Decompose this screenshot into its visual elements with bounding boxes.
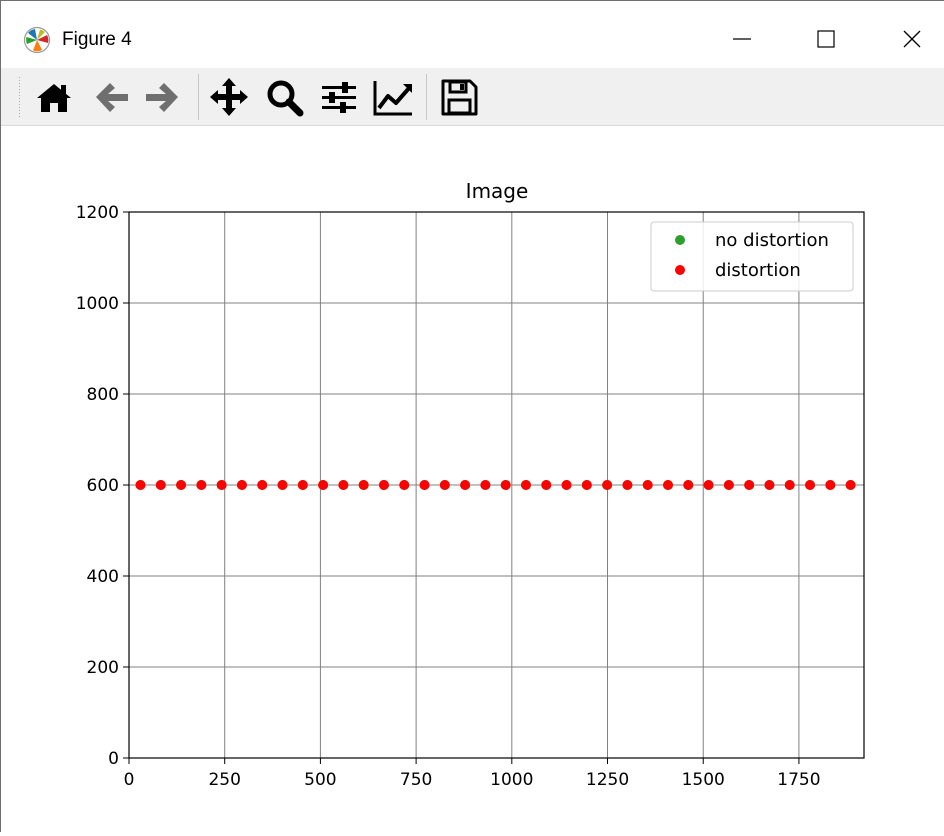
forward-button[interactable] <box>141 76 183 118</box>
point-distortion <box>216 480 227 490</box>
window-title: Figure 4 <box>62 29 132 50</box>
legend-label-distortion: distortion <box>715 260 801 281</box>
point-distortion <box>723 480 734 490</box>
toolbar-separator <box>198 74 199 120</box>
point-distortion <box>378 480 389 490</box>
point-distortion <box>805 480 816 490</box>
toolbar-separator <box>426 74 427 120</box>
zoom-icon <box>267 80 304 117</box>
save-icon <box>441 79 478 116</box>
point-distortion <box>480 480 491 490</box>
chart-title: Image <box>466 179 529 203</box>
close-button[interactable] <box>889 19 935 59</box>
legend-label-no-distortion: no distortion <box>715 230 829 251</box>
x-tick-label: 500 <box>304 770 336 790</box>
point-distortion <box>663 480 673 490</box>
y-tick-label: 600 <box>87 476 119 496</box>
edit-axis-icon <box>373 81 412 116</box>
point-distortion <box>338 480 349 490</box>
matplotlib-logo-icon <box>23 26 51 54</box>
pan-button[interactable] <box>208 76 250 118</box>
point-distortion <box>196 480 207 490</box>
point-distortion <box>419 480 430 490</box>
figure-canvas[interactable]: 0 250 500 750 1000 1250 1500 1750 0 200 400 600 800 1… <box>1 126 944 832</box>
x-tick-label: 250 <box>208 770 240 790</box>
y-tick-label: 1200 <box>76 203 119 223</box>
x-tick-label: 0 <box>124 770 135 790</box>
y-tick-label: 800 <box>87 385 119 405</box>
point-distortion <box>460 480 471 490</box>
legend: no distortion distortion <box>650 221 854 292</box>
point-distortion <box>135 480 146 490</box>
home-icon <box>37 84 71 112</box>
x-tick-label: 750 <box>400 770 432 790</box>
point-distortion <box>642 480 653 490</box>
point-distortion <box>581 480 592 490</box>
maximize-icon <box>817 30 835 48</box>
back-arrow-icon <box>96 83 128 112</box>
close-icon <box>903 30 921 48</box>
x-tick-label: 1250 <box>586 770 629 790</box>
minimize-button[interactable] <box>719 19 765 59</box>
point-distortion <box>622 480 633 490</box>
y-tick-label: 200 <box>87 658 119 678</box>
point-distortion <box>744 480 755 490</box>
point-distortion <box>541 480 552 490</box>
x-tick-label: 1750 <box>777 770 820 790</box>
y-tick-label: 400 <box>87 567 119 587</box>
y-tick-label: 1000 <box>76 294 119 314</box>
point-distortion <box>520 480 531 490</box>
point-distortion <box>358 480 369 490</box>
point-distortion <box>683 480 694 490</box>
x-tick-label: 1500 <box>682 770 725 790</box>
x-tick-label: 1000 <box>490 770 533 790</box>
point-distortion <box>318 480 329 490</box>
data-points <box>135 480 856 490</box>
point-distortion <box>703 480 714 490</box>
edit-axis-button[interactable] <box>372 76 414 118</box>
point-distortion <box>500 480 511 490</box>
title-bar[interactable]: Figure 4 <box>1 0 944 68</box>
navigation-toolbar <box>1 68 944 126</box>
point-distortion <box>155 480 166 490</box>
point-distortion <box>236 480 247 490</box>
point-distortion <box>845 480 856 490</box>
configure-subplots-icon <box>322 82 356 113</box>
legend-marker-distortion <box>675 265 685 275</box>
home-button[interactable] <box>33 76 75 118</box>
toolbar-grip[interactable] <box>18 77 21 117</box>
point-distortion <box>602 480 613 490</box>
point-distortion <box>399 480 410 490</box>
legend-marker-no-distortion <box>675 235 685 245</box>
minimize-icon <box>733 38 751 40</box>
pan-move-icon <box>210 78 248 116</box>
point-distortion <box>825 480 836 490</box>
forward-arrow-icon <box>146 83 178 112</box>
point-distortion <box>784 480 795 490</box>
save-button[interactable] <box>438 76 480 118</box>
point-distortion <box>561 480 572 490</box>
point-distortion <box>277 480 288 490</box>
y-tick-label: 0 <box>108 749 119 769</box>
zoom-button[interactable] <box>263 76 305 118</box>
point-distortion <box>439 480 450 490</box>
maximize-button[interactable] <box>803 19 849 59</box>
axis-ticks: 0 250 500 750 1000 1250 1500 1750 0 200 400 600 800 1… <box>76 203 821 790</box>
point-distortion <box>764 480 775 490</box>
back-button[interactable] <box>91 76 133 118</box>
point-distortion <box>257 480 268 490</box>
scatter-plot[interactable]: 0 250 500 750 1000 1250 1500 1750 0 200 400 600 800 1… <box>1 126 944 832</box>
configure-subplots-button[interactable] <box>318 76 360 118</box>
point-distortion <box>297 480 308 490</box>
legend-box <box>650 221 854 292</box>
point-distortion <box>176 480 187 490</box>
